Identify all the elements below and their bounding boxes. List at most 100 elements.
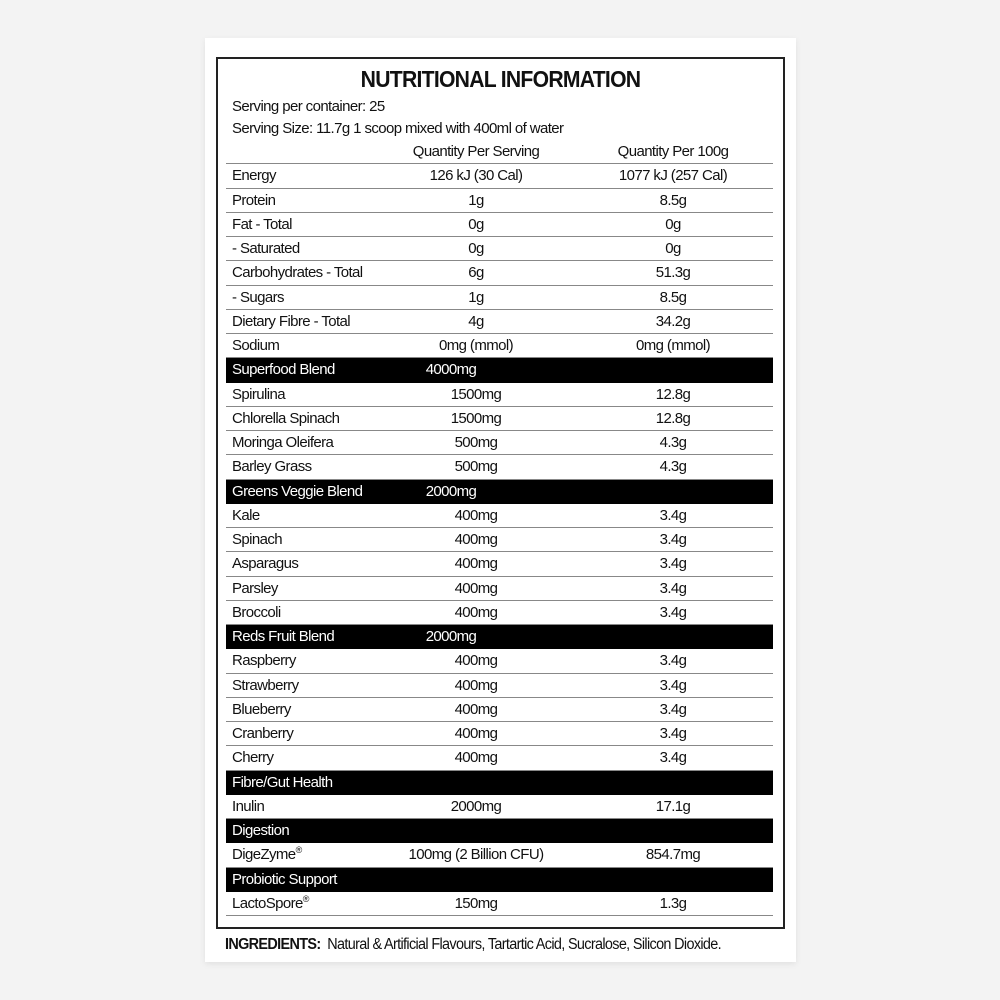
per-100g-value: 12.8g: [655, 409, 691, 427]
row-label: Energy: [232, 167, 277, 185]
row-label: Probiotic Support: [232, 870, 337, 888]
ingredients-label: INGREDIENTS:: [225, 936, 321, 953]
per-serving-value: 0mg (mmol): [438, 337, 514, 354]
row-label: Inulin: [232, 797, 265, 815]
per-100g-value: 3.4g: [659, 506, 687, 524]
table-row: Kale 400mg 3.4g: [226, 504, 773, 528]
row-label: Cherry: [232, 749, 274, 767]
nutrition-panel-border: [216, 57, 785, 929]
row-label: Fat - Total: [232, 215, 292, 233]
table-row: Inulin 2000mg 17.1g: [226, 795, 773, 819]
per-serving-value: 4g: [468, 312, 484, 330]
per-serving-value: 400mg: [454, 555, 498, 573]
per-serving-value: 400mg: [454, 749, 498, 767]
table-header: Quantity Per Serving Quantity Per 100g: [226, 140, 773, 165]
per-serving-value: 500mg: [454, 458, 498, 476]
section-header-row: Greens Veggie Blend 2000mg: [226, 479, 773, 504]
per-serving-value: 400mg: [454, 700, 498, 718]
per-100g-value: 17.1g: [655, 797, 691, 815]
per-serving-value: 400mg: [454, 603, 498, 621]
per-100g-value: 3.4g: [659, 555, 687, 573]
row-label: Cranberry: [232, 725, 294, 742]
per-serving-value: 4000mg: [425, 361, 477, 379]
per-100g-value: 34.2g: [655, 312, 691, 330]
per-serving-value: 400mg: [454, 506, 498, 524]
row-label: Fibre/Gut Health: [232, 773, 333, 791]
table-row: Carbohydrates - Total 6g 51.3g: [226, 261, 773, 286]
per-serving-value: 2000mg: [450, 797, 502, 815]
ingredients: INGREDIENTS: Natural & Artificial Flavou…: [225, 936, 722, 954]
per-serving-value: 150mg: [454, 894, 498, 912]
per-serving-value: 126 kJ (30 Cal): [429, 167, 523, 185]
table-row: Raspberry 400mg 3.4g: [226, 649, 773, 674]
per-100g-value: 3.4g: [659, 531, 687, 548]
row-label: LactoSpore®: [232, 893, 309, 912]
per-100g-value: 4.3g: [659, 434, 687, 451]
per-100g-value: 8.5g: [659, 288, 687, 306]
table-row: Moringa Oleifera 500mg 4.3g: [226, 431, 773, 456]
section-header-row: Probiotic Support: [226, 867, 773, 892]
per-100g-value: 3.4g: [659, 725, 687, 742]
per-serving-value: 6g: [468, 264, 484, 282]
per-100g-value: 4.3g: [659, 458, 687, 476]
per-serving-value: 0g: [468, 240, 484, 257]
row-label: Chlorella Spinach: [232, 409, 340, 427]
table-row: Broccoli 400mg 3.4g: [226, 601, 773, 625]
row-label: Spirulina: [232, 385, 286, 403]
row-label: Protein: [232, 191, 276, 209]
per-100g-value: 3.4g: [659, 676, 687, 694]
per-serving-value: 1g: [468, 288, 484, 306]
row-label: - Saturated: [232, 240, 300, 257]
row-label: - Sugars: [232, 288, 284, 306]
per-serving-value: 2000mg: [425, 628, 477, 645]
per-serving-value: 400mg: [454, 531, 498, 548]
per-100g-value: 3.4g: [659, 579, 687, 597]
row-label: Sodium: [232, 337, 280, 354]
per-serving-value: 1g: [468, 191, 484, 209]
per-100g-value: 8.5g: [659, 191, 687, 209]
per-serving-value: 1500mg: [450, 409, 502, 427]
row-label: Superfood Blend: [232, 361, 335, 379]
row-label: Parsley: [232, 579, 278, 597]
row-label: Dietary Fibre - Total: [232, 312, 351, 330]
per-100g-value: 12.8g: [655, 385, 691, 403]
table-row: Spirulina 1500mg 12.8g: [226, 383, 773, 407]
section-header-row: Reds Fruit Blend 2000mg: [226, 625, 773, 650]
nutrition-table: Quantity Per Serving Quantity Per 100g E…: [226, 140, 773, 916]
table-row: Cranberry 400mg 3.4g: [226, 722, 773, 747]
per-serving-value: 0g: [468, 215, 484, 233]
per-serving-value: 400mg: [454, 652, 498, 670]
table-row: Cherry 400mg 3.4g: [226, 746, 773, 771]
row-label: Moringa Oleifera: [232, 434, 334, 451]
table-row: Parsley 400mg 3.4g: [226, 577, 773, 601]
table-row: Strawberry 400mg 3.4g: [226, 674, 773, 698]
per-100g-value: 0g: [665, 215, 681, 233]
header-per-serving: Quantity Per Serving: [412, 143, 540, 160]
table-row: - Saturated 0g 0g: [226, 237, 773, 262]
table-row: LactoSpore® 150mg 1.3g: [226, 892, 773, 916]
header-per-100g: Quantity Per 100g: [617, 143, 729, 160]
panel-title: NUTRITIONAL INFORMATION: [360, 66, 641, 92]
row-label: Asparagus: [232, 555, 299, 573]
table-row: Fat - Total 0g 0g: [226, 213, 773, 237]
table-row: Spinach 400mg 3.4g: [226, 528, 773, 553]
per-100g-value: 0g: [665, 240, 681, 257]
row-label: Carbohydrates - Total: [232, 264, 363, 282]
per-100g-value: 1077 kJ (257 Cal): [618, 167, 728, 185]
section-header-row: Fibre/Gut Health: [226, 770, 773, 795]
per-serving-value: 400mg: [454, 676, 498, 694]
table-row: Chlorella Spinach 1500mg 12.8g: [226, 407, 773, 431]
row-label: Blueberry: [232, 700, 291, 718]
ingredients-text: Natural & Artificial Flavours, Tartartic…: [327, 936, 722, 953]
row-label: Raspberry: [232, 652, 296, 670]
row-label: Greens Veggie Blend: [232, 482, 363, 500]
per-serving-value: 100mg (2 Billion CFU): [408, 846, 545, 864]
servings-per-container: Serving per container: 25: [232, 98, 385, 115]
row-label: Kale: [232, 506, 260, 524]
per-100g-value: 0mg (mmol): [635, 337, 711, 354]
table-row: DigeZyme® 100mg (2 Billion CFU) 854.7mg: [226, 843, 773, 868]
per-100g-value: 3.4g: [659, 749, 687, 767]
table-row: Sodium 0mg (mmol) 0mg (mmol): [226, 334, 773, 359]
serving-size: Serving Size: 11.7g 1 scoop mixed with 4…: [232, 120, 564, 137]
row-label: Barley Grass: [232, 458, 312, 476]
